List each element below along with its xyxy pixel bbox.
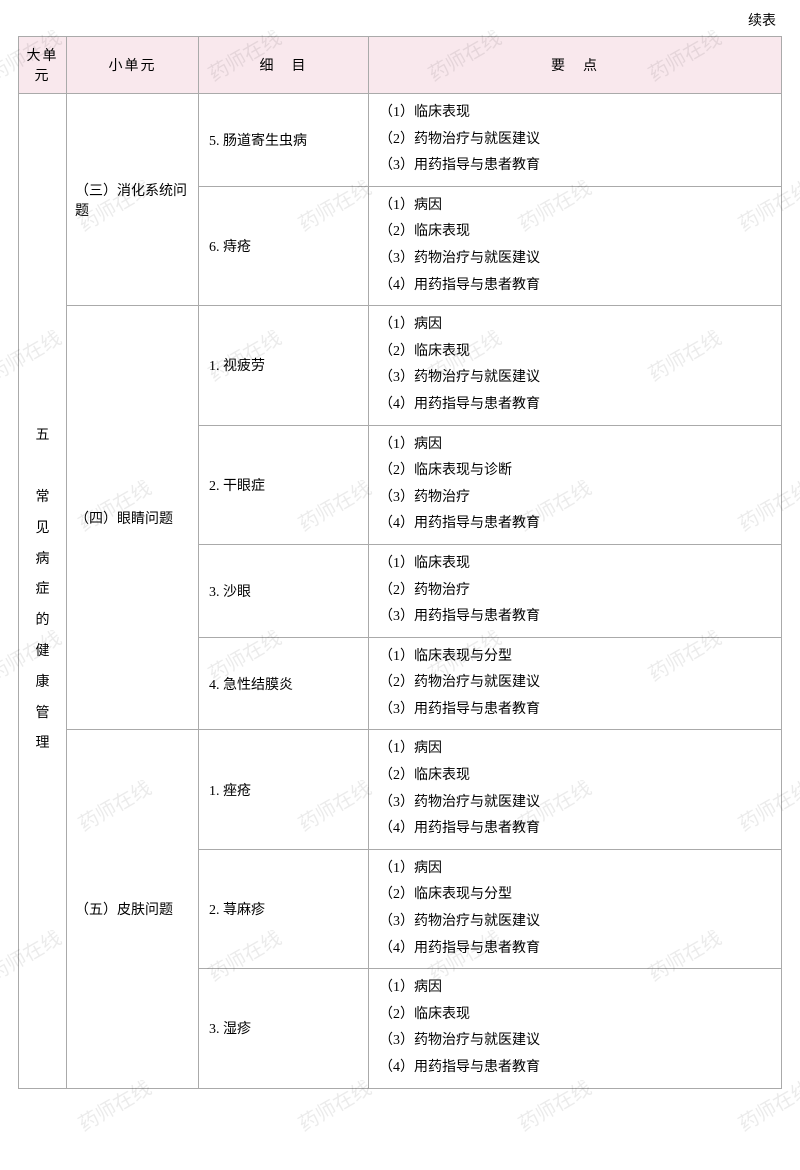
header-detail: 细 目: [199, 37, 369, 94]
detail-cell: 3. 沙眼: [199, 544, 369, 637]
detail-cell: 2. 荨麻疹: [199, 849, 369, 968]
detail-cell: 6. 痔疮: [199, 186, 369, 305]
points-cell: （1）临床表现（2）药物治疗（3）用药指导与患者教育: [369, 544, 782, 637]
detail-cell: 4. 急性结膜炎: [199, 637, 369, 730]
points-cell: （1）临床表现与分型（2）药物治疗与就医建议（3）用药指导与患者教育: [369, 637, 782, 730]
detail-cell: 1. 视疲劳: [199, 306, 369, 425]
continued-label: 续表: [18, 10, 782, 30]
points-cell: （1）病因（2）临床表现（3）药物治疗与就医建议（4）用药指导与患者教育: [369, 730, 782, 849]
points-cell: （1）病因（2）临床表现与分型（3）药物治疗与就医建议（4）用药指导与患者教育: [369, 849, 782, 968]
points-cell: （1）病因（2）临床表现（3）药物治疗与就医建议（4）用药指导与患者教育: [369, 186, 782, 305]
points-cell: （1）临床表现（2）药物治疗与就医建议（3）用药指导与患者教育: [369, 94, 782, 187]
minor-unit-cell: （五）皮肤问题: [67, 730, 199, 1088]
detail-cell: 1. 痤疮: [199, 730, 369, 849]
minor-unit-cell: （四）眼睛问题: [67, 306, 199, 730]
points-cell: （1）病因（2）临床表现（3）药物治疗与就医建议（4）用药指导与患者教育: [369, 969, 782, 1088]
detail-cell: 3. 湿疹: [199, 969, 369, 1088]
table-row: 五 常见病症的健康管理（三）消化系统问题5. 肠道寄生虫病（1）临床表现（2）药…: [19, 94, 782, 187]
minor-unit-cell: （三）消化系统问题: [67, 94, 199, 306]
syllabus-table: 大单元 小单元 细 目 要 点 五 常见病症的健康管理（三）消化系统问题5. 肠…: [18, 36, 782, 1089]
detail-cell: 5. 肠道寄生虫病: [199, 94, 369, 187]
major-unit-cell: 五 常见病症的健康管理: [19, 94, 67, 1089]
header-points: 要 点: [369, 37, 782, 94]
header-minor: 小单元: [67, 37, 199, 94]
points-cell: （1）病因（2）临床表现与诊断（3）药物治疗（4）用药指导与患者教育: [369, 425, 782, 544]
table-header-row: 大单元 小单元 细 目 要 点: [19, 37, 782, 94]
points-cell: （1）病因（2）临床表现（3）药物治疗与就医建议（4）用药指导与患者教育: [369, 306, 782, 425]
detail-cell: 2. 干眼症: [199, 425, 369, 544]
table-row: （四）眼睛问题1. 视疲劳（1）病因（2）临床表现（3）药物治疗与就医建议（4）…: [19, 306, 782, 425]
table-body: 五 常见病症的健康管理（三）消化系统问题5. 肠道寄生虫病（1）临床表现（2）药…: [19, 94, 782, 1089]
header-major: 大单元: [19, 37, 67, 94]
table-row: （五）皮肤问题1. 痤疮（1）病因（2）临床表现（3）药物治疗与就医建议（4）用…: [19, 730, 782, 849]
